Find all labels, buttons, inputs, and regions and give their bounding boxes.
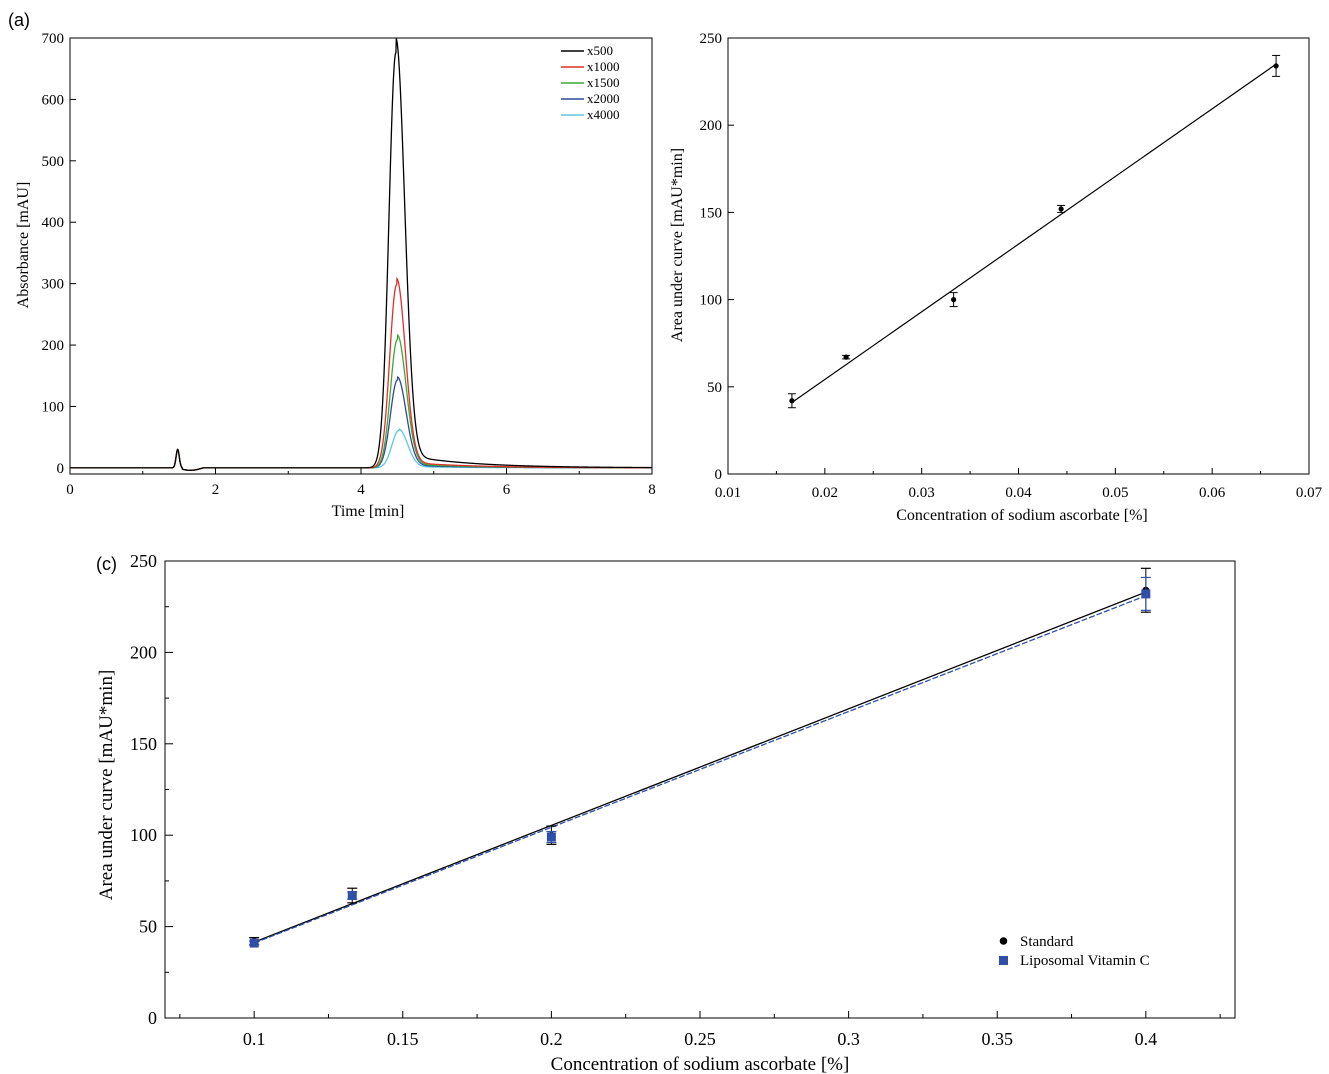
- panel-c-y-tick-label: 100: [130, 825, 157, 845]
- panel-c-regression-line: [253, 591, 1147, 943]
- panel-a-series-line: [70, 333, 652, 471]
- panel-c-points: [249, 567, 1151, 948]
- panel-c-legend-marker: [999, 937, 1008, 945]
- panel-a-y-tick-label: 300: [42, 277, 65, 293]
- panel-a-legend-label: x500: [587, 43, 613, 58]
- panel-b-y-tick-label: 250: [700, 31, 723, 47]
- panel-a-y-tick-label: 700: [42, 31, 65, 47]
- panel-b-points: [787, 54, 1281, 409]
- panel-c-legend-label: Standard: [1020, 934, 1074, 950]
- panel-a-legend-label: x1500: [587, 75, 620, 90]
- panel-c-frame: [164, 560, 1236, 1019]
- panel-c-x-tick-label: 0.2: [540, 1029, 563, 1049]
- panel-b-y-tick-label: 0: [715, 467, 723, 483]
- panel-c-comparison: (c) 0.1 0.15 0.2 0.25 0.3 0.35 0.4 0 50 100 150 200…: [96, 551, 1236, 1074]
- panel-a-chromatogram: (a) 0 2 4 6 8 0 100 200 300 400 500 600 700 x500x100…: [8, 10, 656, 520]
- panel-c-y-tick-label: 150: [130, 734, 157, 754]
- panel-c-legend-marker: [999, 956, 1008, 965]
- panel-b-y-tick-label: 100: [700, 293, 723, 309]
- panel-c-x-axis-label: Concentration of sodium ascorbate [%]: [551, 1054, 850, 1074]
- panel-a-legend-label: x2000: [587, 91, 620, 106]
- panel-c-label: (c): [96, 554, 117, 574]
- panel-a-legend-label: x4000: [587, 107, 620, 122]
- panel-b-x-tick-label: 0.04: [1005, 485, 1032, 501]
- panel-a-y-tick-label: 600: [42, 92, 65, 108]
- panel-a-x-tick-label: 6: [503, 482, 511, 498]
- panel-c-y-tick-label: 250: [130, 551, 157, 571]
- panel-b-axes: 0.01 0.02 0.03 0.04 0.05 0.06 0.07 0 50 100 150 200…: [700, 31, 1323, 501]
- panel-c-x-tick-label: 0.3: [837, 1029, 860, 1049]
- panel-c-fit-lines: [253, 591, 1147, 944]
- panel-c-data-point: [347, 891, 357, 901]
- panel-c-x-tick-label: 0.25: [684, 1029, 716, 1049]
- panel-b-data-point: [843, 354, 849, 360]
- panel-b-y-tick-label: 150: [700, 205, 723, 221]
- panel-a-y-tick-label: 0: [57, 461, 65, 477]
- panel-a-y-axis-label: Absorbance [mAU]: [15, 182, 32, 309]
- panel-c-y-tick-label: 200: [130, 642, 157, 662]
- panel-c-x-tick-label: 0.4: [1135, 1029, 1158, 1049]
- panel-a-series-line: [70, 428, 652, 471]
- panel-c-y-tick-label: 50: [139, 917, 157, 937]
- panel-b-x-tick-label: 0.02: [812, 485, 838, 501]
- panel-b-x-tick-label: 0.01: [715, 485, 741, 501]
- panel-a-x-tick-label: 0: [66, 482, 74, 498]
- panel-a-x-tick-label: 8: [648, 482, 656, 498]
- panel-b-x-tick-label: 0.03: [909, 485, 935, 501]
- panel-b-data-point: [789, 398, 795, 404]
- panel-a-y-tick-label: 100: [42, 399, 65, 415]
- panel-a-axes: 0 2 4 6 8 0 100 200 300 400 500 600 700: [42, 31, 656, 498]
- panel-a-x-axis-label: Time [min]: [332, 503, 405, 520]
- panel-b-x-tick-label: 0.06: [1199, 485, 1226, 501]
- panel-a-x-tick-label: 2: [212, 482, 220, 498]
- panel-b-data-point: [1058, 206, 1064, 212]
- panel-c-y-axis-label: Area under curve [mAU*min]: [96, 670, 117, 901]
- panel-b-regression-line: [791, 63, 1277, 403]
- panel-a-x-tick-label: 4: [357, 482, 365, 498]
- panel-a-series-line: [70, 375, 652, 471]
- panel-b-y-axis-label: Area under curve [mAU*min]: [669, 148, 686, 342]
- panel-a-lines: [70, 38, 652, 471]
- panel-b-y-tick-label: 50: [707, 380, 722, 396]
- panel-b-calibration: 0.01 0.02 0.03 0.04 0.05 0.06 0.07 0 50 100 150 200…: [669, 31, 1323, 524]
- panel-a-series-line: [70, 38, 652, 471]
- panel-c-data-point: [546, 832, 556, 842]
- panel-c-data-point: [249, 938, 259, 948]
- panel-a-y-tick-label: 200: [42, 338, 65, 354]
- panel-b-x-tick-label: 0.07: [1296, 485, 1323, 501]
- panel-c-legend: Standard Liposomal Vitamin C: [999, 934, 1150, 969]
- panel-c-x-tick-label: 0.15: [387, 1029, 419, 1049]
- panel-a-label: (a): [8, 10, 30, 30]
- panel-c-y-tick-label: 0: [148, 1008, 157, 1028]
- panel-b-x-tick-label: 0.05: [1102, 485, 1128, 501]
- panel-c-data-point: [1141, 589, 1151, 599]
- panel-b-fit-line: [791, 63, 1277, 403]
- panel-a-legend-label: x1000: [587, 59, 620, 74]
- panel-b-data-point: [951, 297, 957, 303]
- panel-c-axes: 0.1 0.15 0.2 0.25 0.3 0.35 0.4 0 50 100 150 200 250: [130, 551, 1221, 1049]
- panel-c-x-tick-label: 0.1: [243, 1029, 266, 1049]
- panel-a-series-line: [70, 276, 652, 471]
- panel-a-frame: [69, 37, 653, 475]
- panel-a-y-tick-label: 400: [42, 215, 65, 231]
- panel-a-y-tick-label: 500: [42, 154, 65, 170]
- panel-b-y-tick-label: 200: [700, 118, 723, 134]
- panel-c-legend-label: Liposomal Vitamin C: [1020, 953, 1150, 969]
- panel-b-x-axis-label: Concentration of sodium ascorbate [%]: [896, 507, 1147, 524]
- panel-b-data-point: [1273, 63, 1279, 69]
- panel-c-x-tick-label: 0.35: [981, 1029, 1013, 1049]
- panel-c-regression-line: [253, 595, 1147, 944]
- panel-b-frame: [727, 37, 1310, 475]
